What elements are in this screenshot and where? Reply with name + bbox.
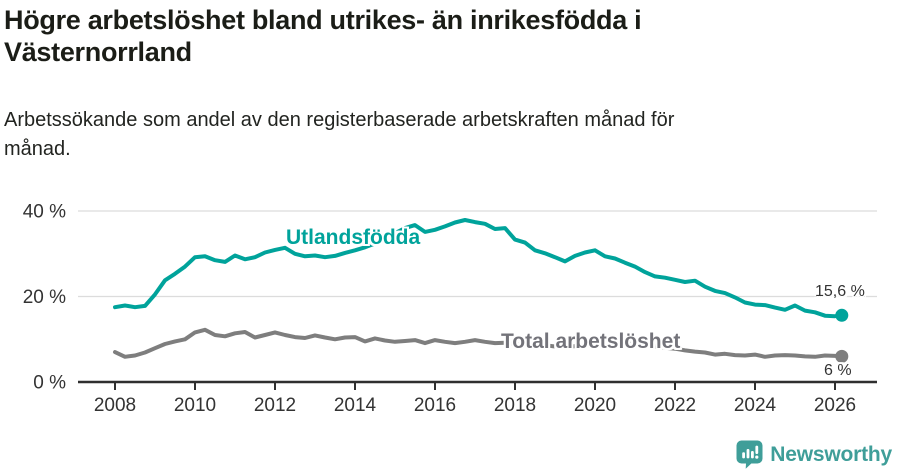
- x-tick-label: 2024: [734, 395, 777, 416]
- x-tick-label: 2020: [574, 395, 616, 416]
- newsworthy-logo[interactable]: Newsworthy: [736, 440, 892, 469]
- page-title: Högre arbetslöshet bland utrikes- än inr…: [4, 5, 642, 68]
- x-tick-label: 2018: [494, 395, 536, 416]
- x-tick-label: 2014: [334, 395, 377, 416]
- end-value-label-utlandsfodda: 15,6 %: [815, 283, 865, 300]
- chart-subtitle: Arbetssökande som andel av den registerb…: [4, 109, 675, 160]
- bar-chart-speech-bubble-icon: [736, 440, 763, 469]
- series-label-utlandsfodda: Utlandsfödda: [286, 226, 421, 249]
- series-end-dot: [835, 349, 849, 363]
- x-tick-label: 2016: [414, 395, 456, 416]
- series-label-total-arbetsloshet: Total arbetslöshet: [501, 330, 681, 353]
- x-tick-label: 2022: [654, 395, 696, 416]
- y-tick-label: 40 %: [23, 202, 66, 223]
- y-tick-label: 0 %: [33, 373, 66, 394]
- end-value-label-total: 6 %: [824, 362, 852, 379]
- x-tick-label: 2026: [814, 395, 856, 416]
- newsworthy-wordmark: Newsworthy: [770, 442, 892, 466]
- series-line: [113, 327, 844, 359]
- x-tick-label: 2010: [174, 395, 216, 416]
- x-tick-label: 2012: [254, 395, 296, 416]
- series-line: [113, 218, 844, 319]
- x-tick-label: 2008: [94, 395, 136, 416]
- y-tick-label: 20 %: [23, 287, 66, 308]
- series-end-dot: [835, 308, 849, 322]
